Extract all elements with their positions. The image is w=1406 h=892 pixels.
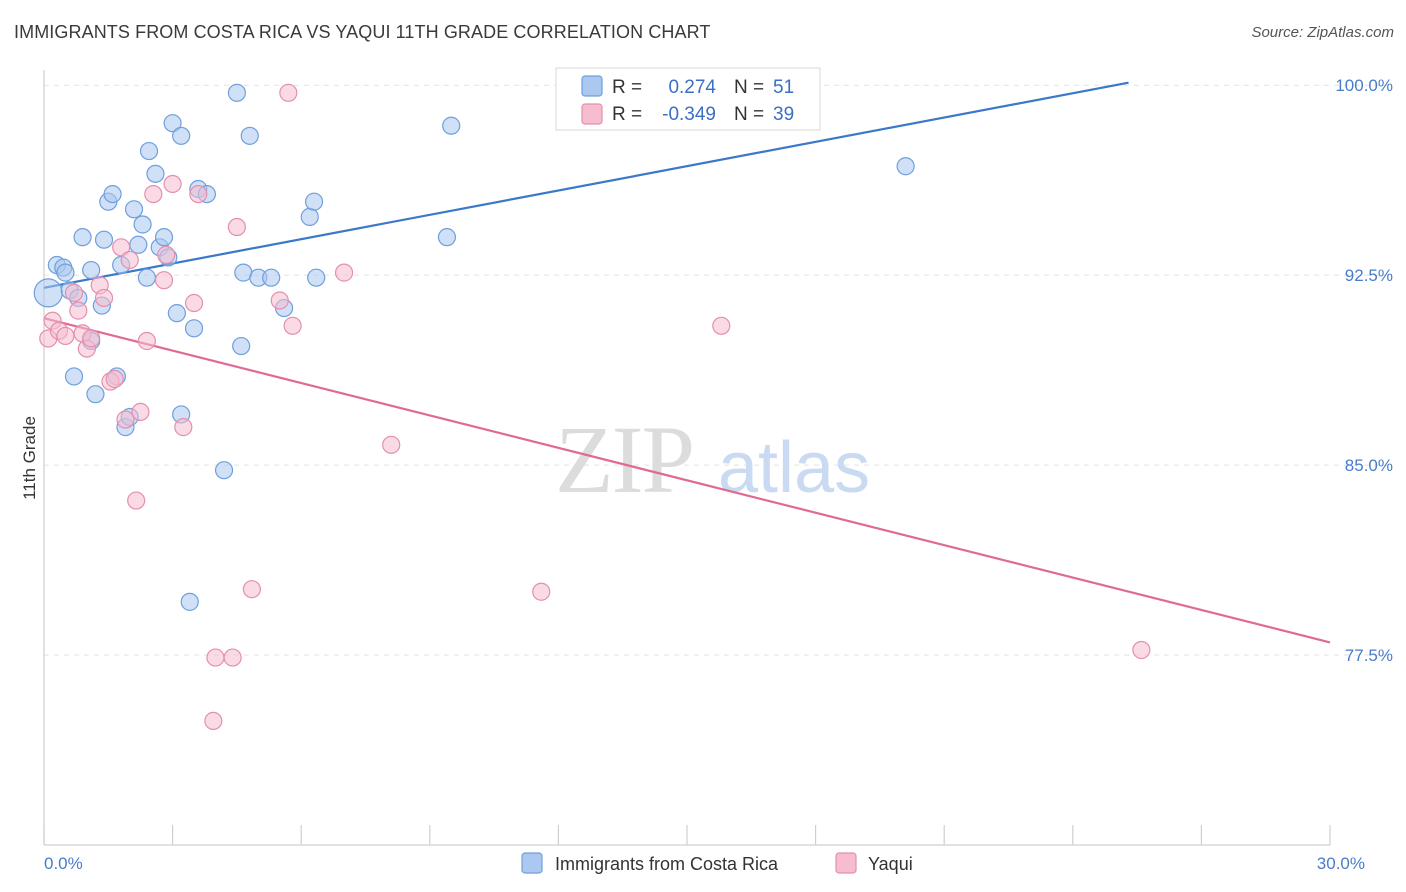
bottom-legend-swatch-blue [521,852,543,874]
legend-n-label: N = [734,77,764,98]
legend-swatch-blue [581,75,603,97]
costa-rica-point [442,116,461,135]
costa-rica-point [33,278,63,308]
yaqui-point [184,293,204,313]
y-axis-label: 11th Grade [20,416,39,500]
yaqui-point [189,185,208,204]
y-tick-label: 85.0% [1345,456,1393,475]
yaqui-point [64,283,84,302]
yaqui-point [223,648,242,667]
costa-rica-point [300,207,319,226]
costa-rica-point [214,461,234,480]
legend-n-value: 39 [773,104,794,125]
x-tick-label: 0.0% [44,854,83,873]
yaqui-point [1132,640,1151,660]
costa-rica-point [73,228,92,247]
costa-rica-point [139,141,159,161]
costa-rica-point [184,319,204,338]
yaqui-point [144,185,163,204]
yaqui-point [270,291,289,310]
costa-rica-point [167,304,186,323]
bottom-legend: Immigrants from Costa Rica Yaqui [521,852,913,874]
data-points [33,83,1151,730]
legend-r-value: -0.349 [662,104,716,125]
legend-swatch-pink [581,103,603,125]
bottom-legend-label-pink: Yaqui [868,854,913,874]
costa-rica-point [154,228,174,247]
costa-rica-point [133,215,152,234]
yaqui-point [242,580,262,599]
yaqui-point [56,326,75,346]
costa-rica-point [82,260,101,280]
source-label: Source: ZipAtlas.com [1251,24,1394,41]
costa-rica-point [232,336,251,356]
costa-rica-point [146,164,165,183]
costa-rica-point [163,114,182,133]
costa-rica-point [172,126,191,145]
costa-rica-point [304,192,324,211]
yaqui-point [69,301,88,320]
legend-r-value: 0.274 [668,77,716,98]
costa-rica-point [64,367,84,386]
watermark-zip: ZIP [555,406,693,513]
yaqui-point [163,174,182,194]
costa-rica-point [180,592,199,611]
yaqui-point [206,648,225,667]
yaqui-point [154,271,174,290]
yaqui-point [131,402,150,422]
costa-rica-point [896,157,915,176]
watermark-atlas: atlas [718,428,870,508]
yaqui-point [82,329,101,348]
yaqui-point [532,582,551,601]
yaqui-point [712,316,731,335]
x-tick-labels: 0.0% 30.0% [44,854,1365,873]
costa-rica-trend-line [43,81,1129,289]
costa-rica-point [307,268,326,287]
yaqui-point [279,83,298,102]
watermark: ZIP atlas [555,406,870,513]
yaqui-point [112,238,131,257]
yaqui-point [137,331,156,351]
legend-n-label: N = [734,104,764,125]
y-tick-label: 100.0% [1335,76,1393,95]
y-tick-labels: 100.0% 92.5% 85.0% 77.5% [1335,76,1393,665]
yaqui-point [127,491,146,510]
costa-rica-point [437,228,457,247]
costa-rica-point [124,200,144,219]
costa-rica-point [262,268,281,287]
yaqui-point [105,369,124,389]
yaqui-point [94,288,114,308]
chart-title: IMMIGRANTS FROM COSTA RICA VS YAQUI 11TH… [14,22,711,42]
bottom-legend-label-blue: Immigrants from Costa Rica [555,854,779,874]
costa-rica-point [94,230,114,249]
yaqui-trend-line [43,317,1331,644]
yaqui-point [283,316,302,335]
y-tick-label: 92.5% [1345,266,1393,285]
yaqui-point [157,245,176,264]
trend-lines [43,81,1331,644]
costa-rica-point [103,185,122,204]
costa-rica-point [86,385,105,404]
x-minor-ticks [43,825,1331,845]
costa-rica-point [129,235,148,254]
costa-rica-point [137,268,156,287]
yaqui-point [382,435,401,454]
yaqui-point [204,711,223,730]
x-tick-label: 30.0% [1317,854,1365,873]
legend-r-label: R = [612,77,642,98]
y-tick-label: 77.5% [1345,646,1393,665]
legend-r-label: R = [612,104,642,125]
yaqui-point [334,263,354,282]
legend-n-value: 51 [773,77,794,98]
legend-box: R = 0.274 N = 51 R = -0.349 N = 39 [555,67,821,131]
yaqui-point [116,410,135,429]
yaqui-point [120,250,139,270]
yaqui-point [174,418,193,437]
yaqui-point [227,217,246,237]
costa-rica-point [56,263,75,282]
costa-rica-point [240,126,259,145]
costa-rica-point [227,83,246,102]
bottom-legend-swatch-pink [835,852,857,874]
